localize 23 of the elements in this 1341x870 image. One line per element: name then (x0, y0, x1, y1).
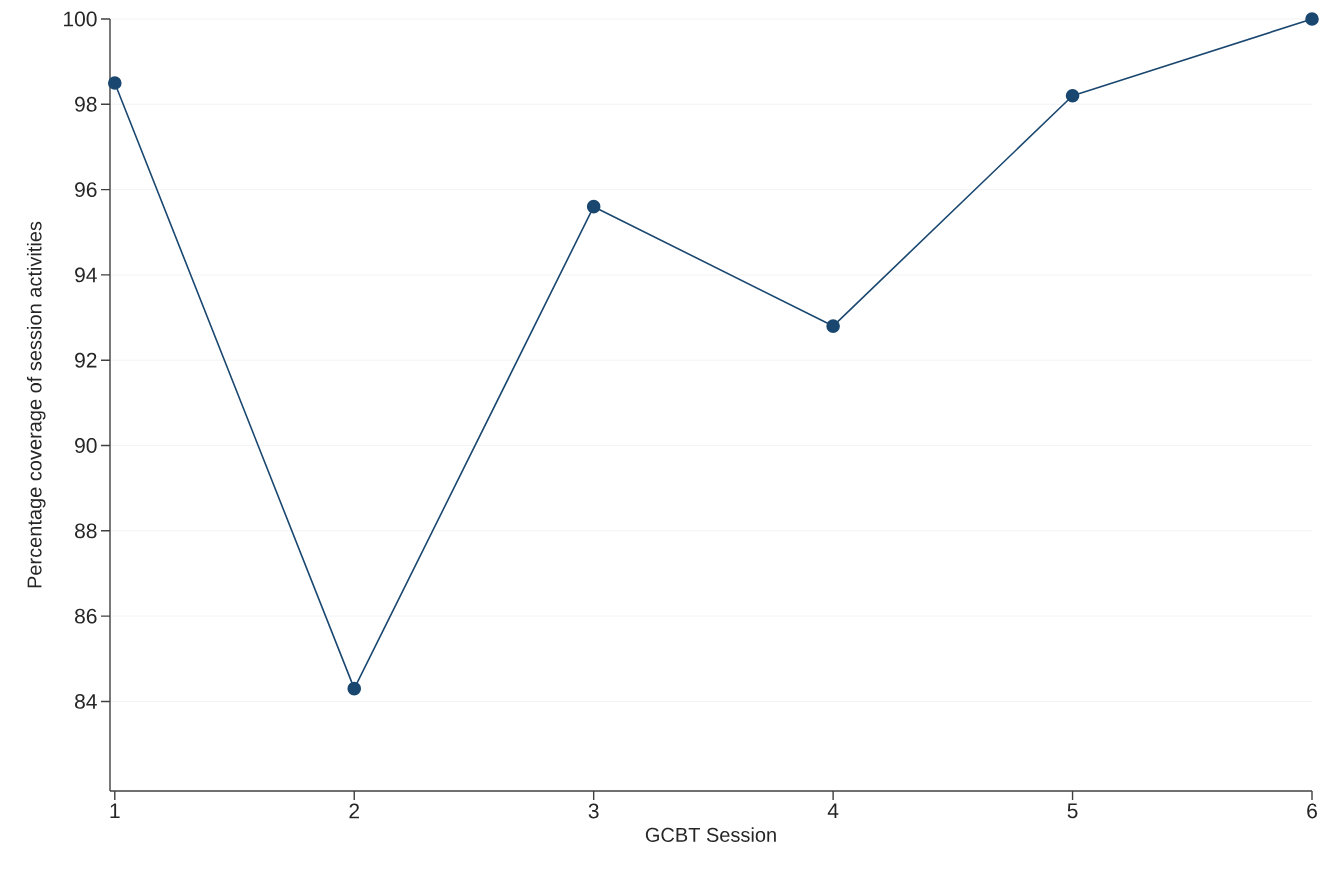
x-tick-label: 1 (110, 803, 120, 818)
y-tick-label: 96 (75, 182, 97, 198)
point (826, 319, 840, 333)
y-tick-label: 88 (75, 523, 97, 539)
y-tick-label: 90 (75, 438, 97, 453)
x-axis-title: GCBT Session (645, 827, 776, 842)
y-tick-label: 94 (75, 267, 97, 283)
y-tick-label: 84 (75, 694, 97, 709)
point (347, 681, 362, 696)
y-tick-label: 92 (75, 352, 97, 368)
y-tick-label: 100 (64, 11, 97, 27)
x-tick-label: 3 (588, 803, 599, 819)
y-tick-label: 98 (75, 96, 97, 112)
point (107, 76, 122, 90)
point (1065, 88, 1080, 103)
y-tick-label: 86 (75, 608, 97, 624)
x-tick-label: 6 (1307, 803, 1317, 819)
x-tick-label: 5 (1067, 803, 1078, 819)
point (1305, 12, 1319, 26)
y-axis-title: Percentage coverage of session activities (26, 221, 46, 588)
x-tick-label: 2 (349, 803, 360, 819)
point (586, 199, 601, 214)
x-tick-label: 4 (827, 803, 839, 818)
